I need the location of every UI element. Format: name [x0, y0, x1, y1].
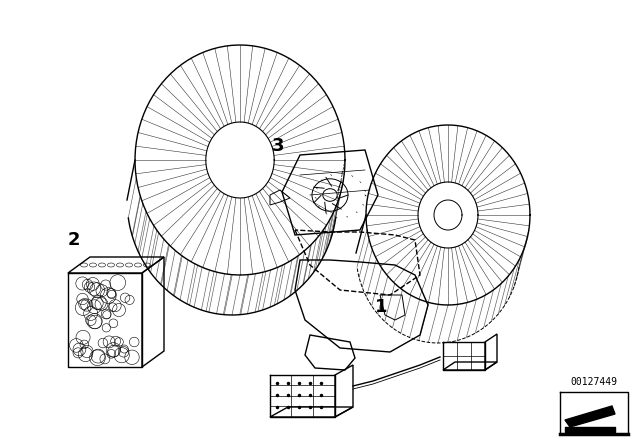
Text: 1: 1	[374, 298, 387, 316]
Text: 00127449: 00127449	[570, 377, 618, 387]
Text: 3: 3	[272, 137, 285, 155]
Polygon shape	[565, 406, 615, 427]
Text: 2: 2	[67, 231, 80, 249]
